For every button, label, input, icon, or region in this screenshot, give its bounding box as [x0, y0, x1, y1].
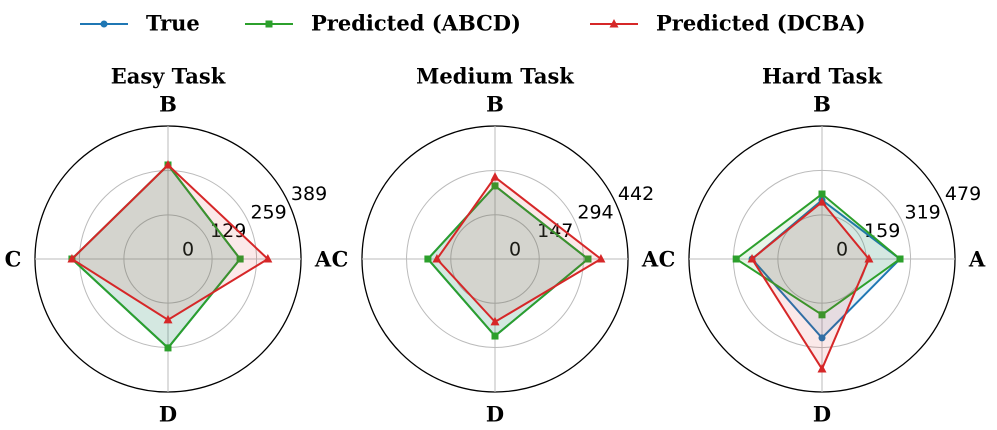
series-area: [752, 200, 901, 338]
legend-label: Predicted (ABCD): [311, 11, 521, 36]
r-tick-label: 0: [836, 238, 848, 260]
chart-title: Easy Task: [111, 64, 226, 89]
r-tick-label: 129: [210, 220, 246, 242]
category-label: A: [641, 247, 659, 272]
legend-marker: [100, 20, 108, 28]
r-tick-label: 259: [250, 202, 286, 224]
series-area: [71, 164, 268, 320]
category-label: B: [486, 92, 504, 117]
marker: [584, 255, 592, 263]
marker: [747, 254, 757, 263]
category-label: C: [659, 247, 676, 272]
series-area: [427, 185, 588, 337]
marker: [896, 255, 904, 263]
r-tick-label: 294: [577, 202, 613, 224]
r-tick-label: 479: [945, 183, 981, 205]
series-area: [427, 185, 588, 337]
category-label: A: [968, 247, 986, 272]
marker: [163, 314, 173, 324]
marker: [236, 255, 244, 263]
marker: [817, 363, 827, 373]
marker: [864, 254, 874, 263]
legend-marker: [609, 19, 619, 28]
category-label: D: [486, 402, 504, 427]
marker: [490, 316, 500, 326]
category-label: A: [314, 247, 332, 272]
marker: [163, 159, 173, 169]
marker: [818, 334, 826, 342]
category-label: D: [159, 402, 177, 427]
category-label: B: [159, 92, 177, 117]
marker: [596, 254, 606, 263]
marker: [432, 254, 442, 263]
marker: [818, 190, 826, 198]
r-tick-label: 0: [509, 238, 521, 260]
legend-marker: [265, 20, 273, 28]
marker: [263, 254, 273, 263]
category-label: C: [5, 247, 22, 272]
legend-label: True: [146, 11, 200, 36]
chart-title: Hard Task: [762, 64, 883, 89]
r-tick-label: 319: [904, 202, 940, 224]
r-tick-label: 0: [182, 238, 194, 260]
r-tick-label: 389: [291, 183, 327, 205]
marker: [491, 182, 499, 190]
category-label: D: [813, 402, 831, 427]
r-tick-label: 442: [618, 183, 654, 205]
marker: [164, 344, 172, 352]
marker: [67, 254, 77, 263]
marker: [817, 197, 827, 206]
marker: [491, 332, 499, 340]
category-label: C: [332, 247, 349, 272]
marker: [818, 311, 826, 319]
series-area: [436, 177, 601, 322]
chart-title: Medium Task: [416, 64, 574, 89]
category-label: B: [813, 92, 831, 117]
legend-label: Predicted (DCBA): [656, 11, 866, 36]
marker: [424, 255, 432, 263]
marker: [732, 255, 740, 263]
marker: [490, 172, 500, 181]
